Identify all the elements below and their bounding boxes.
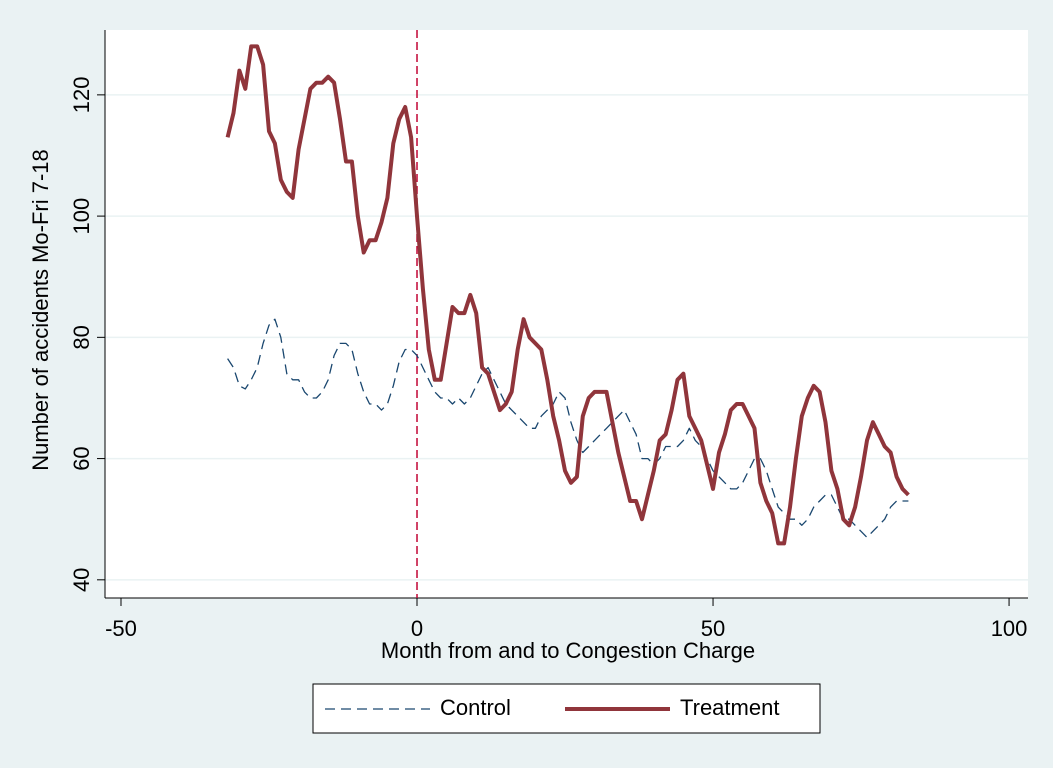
y-tick-label: 80 [69,325,94,349]
y-tick-label: 40 [69,568,94,592]
series-line [225,44,910,546]
x-tick-label: -50 [105,616,137,641]
x-tick-label: 50 [701,616,725,641]
series-line [227,318,909,539]
x-axis-label: Month from and to Congestion Charge [381,638,755,663]
y-tick-label: 60 [69,446,94,470]
legend-label: Treatment [680,695,779,720]
legend-label: Control [440,695,511,720]
x-tick-label: 100 [991,616,1028,641]
y-tick-label: 120 [69,77,94,114]
y-axis-label: Number of accidents Mo-Fri 7-18 [28,149,53,471]
y-tick-label: 100 [69,198,94,235]
plot-area [105,30,1028,598]
x-tick-label: 0 [411,616,423,641]
